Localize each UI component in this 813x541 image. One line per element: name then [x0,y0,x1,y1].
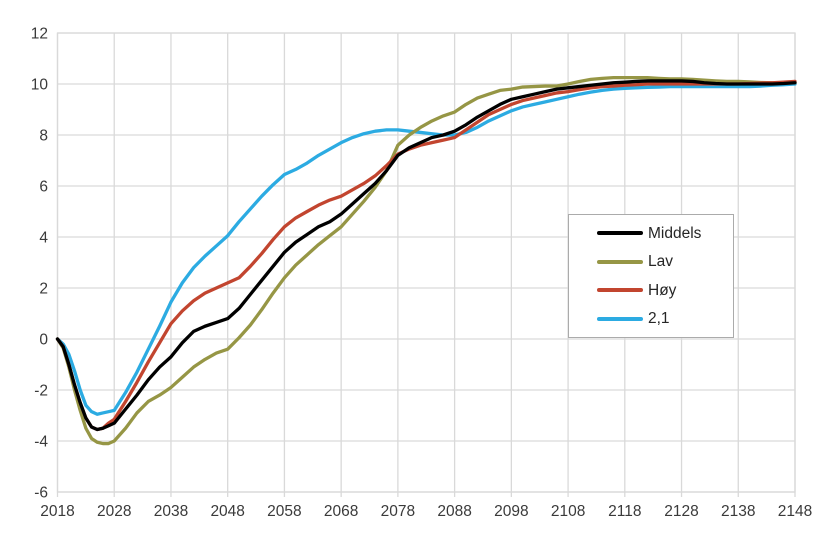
x-axis-label: 2138 [721,503,755,520]
y-axis-label: 0 [39,332,48,349]
legend-label-hoy: Høy [648,281,677,299]
legend-item-lav: Lav [597,249,733,275]
legend-label-21: 2,1 [648,310,670,327]
y-axis-label: -6 [34,485,48,502]
x-axis-label: 2098 [494,503,528,520]
series-line-2-1 [55,82,797,416]
chart-legend: Middels Lav Høy 2,1 [568,214,734,338]
x-axis-label: 2088 [437,503,471,520]
legend-item-middels: Middels [597,220,733,246]
legend-label-middels: Middels [648,224,702,242]
legend-swatch-lav [597,259,643,264]
y-axis-label: 2 [39,281,48,298]
legend-swatch-21 [597,316,643,321]
legend-item-hoy: Høy [597,277,733,303]
x-axis-label: 2068 [324,503,358,520]
x-axis-label: 2128 [664,503,698,520]
x-axis-label: 2018 [40,503,74,520]
plot-border [56,32,796,493]
y-axis-label: -4 [34,434,48,451]
x-axis-label: 2048 [210,503,244,520]
x-axis-label: 2148 [778,503,812,520]
x-axis-label: 2118 [608,503,641,520]
y-axis-label: 8 [39,128,48,145]
x-axis-label: 2028 [97,503,131,520]
x-axis-label: 2038 [154,503,188,520]
y-axis-label: 10 [31,77,49,94]
x-axis-label: 2108 [551,503,585,520]
y-axis-label: 6 [39,179,48,196]
series-line-middels [55,79,797,432]
x-axis-label: 2078 [381,503,415,520]
legend-swatch-hoy [597,288,643,293]
legend-swatch-middels [597,231,643,236]
y-axis-label: 4 [39,230,48,247]
y-axis-label: 12 [31,26,48,43]
y-axis-label: -2 [34,383,48,400]
legend-item-21: 2,1 [597,306,733,332]
series-line-lav [55,75,797,446]
legend-label-lav: Lav [648,253,673,270]
x-axis-label: 2058 [267,503,301,520]
